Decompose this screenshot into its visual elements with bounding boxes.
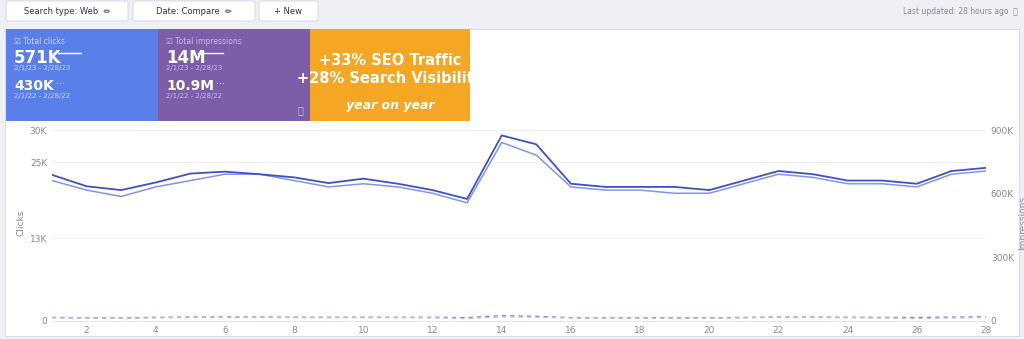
Text: Last updated: 28 hours ago  ⓘ: Last updated: 28 hours ago ⓘ bbox=[903, 6, 1018, 16]
Text: 2/1/22 - 2/28/22: 2/1/22 - 2/28/22 bbox=[14, 93, 70, 99]
Text: ☑ Total impressions: ☑ Total impressions bbox=[166, 37, 242, 46]
Text: ☑ Total clicks: ☑ Total clicks bbox=[14, 37, 65, 46]
FancyBboxPatch shape bbox=[5, 29, 1019, 336]
Text: 2/1/23 - 2/28/23: 2/1/23 - 2/28/23 bbox=[166, 65, 222, 71]
Text: + New: + New bbox=[274, 6, 302, 16]
FancyBboxPatch shape bbox=[6, 29, 158, 121]
Text: 571K: 571K bbox=[14, 49, 61, 67]
Text: 10.9M: 10.9M bbox=[166, 79, 214, 93]
Text: 14M: 14M bbox=[166, 49, 206, 67]
FancyBboxPatch shape bbox=[6, 1, 128, 21]
Text: 430K: 430K bbox=[14, 79, 53, 93]
Y-axis label: Impressions: Impressions bbox=[1018, 196, 1024, 250]
Text: Date: Compare  ✏: Date: Compare ✏ bbox=[156, 6, 232, 16]
Text: 2/1/23 - 2/28/23: 2/1/23 - 2/28/23 bbox=[14, 65, 71, 71]
FancyBboxPatch shape bbox=[0, 0, 1024, 21]
FancyBboxPatch shape bbox=[158, 29, 310, 121]
Text: ⓘ: ⓘ bbox=[297, 105, 303, 115]
Text: 2/1/22 - 2/28/22: 2/1/22 - 2/28/22 bbox=[166, 93, 222, 99]
Text: Search type: Web  ✏: Search type: Web ✏ bbox=[24, 6, 111, 16]
Text: +28% Search Visibility: +28% Search Visibility bbox=[297, 71, 483, 86]
FancyBboxPatch shape bbox=[133, 1, 255, 21]
Text: year on year: year on year bbox=[346, 99, 434, 112]
Y-axis label: Clicks: Clicks bbox=[16, 209, 26, 236]
Text: ···: ··· bbox=[56, 79, 65, 89]
Text: +33% SEO Traffic: +33% SEO Traffic bbox=[318, 53, 461, 68]
FancyBboxPatch shape bbox=[259, 1, 318, 21]
FancyBboxPatch shape bbox=[310, 29, 470, 121]
Text: ···: ··· bbox=[216, 79, 225, 89]
